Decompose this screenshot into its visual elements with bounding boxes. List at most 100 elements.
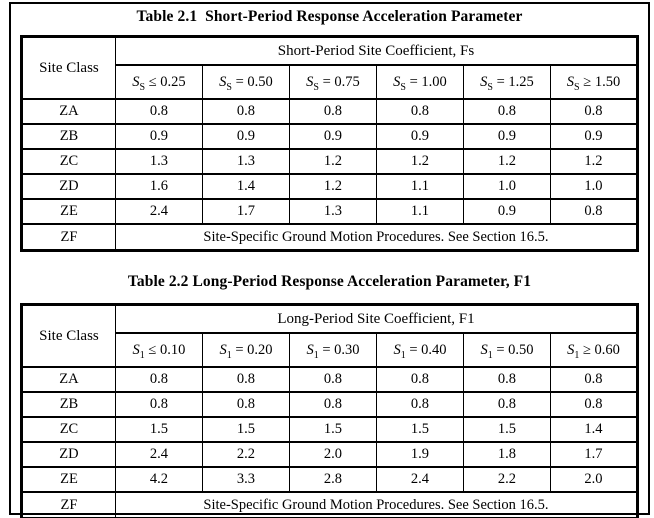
spectral-subscript: 1 (400, 349, 406, 361)
site-class-cell: ZF (20, 223, 116, 252)
coefficient-value-cell: 0.8 (462, 366, 551, 393)
table-2-1-block: Table 2.1 Short-Period Response Accelera… (11, 8, 648, 252)
coefficient-value-cell: 1.3 (201, 148, 290, 175)
coefficient-value-cell: 1.5 (462, 416, 551, 443)
spectral-subscript: S (313, 81, 319, 93)
spectral-symbol: S (566, 73, 575, 90)
site-specific-note-cell: Site-Specific Ground Motion Procedures. … (114, 223, 639, 252)
spectral-subscript: S (139, 81, 146, 93)
coefficient-value-cell: 0.8 (288, 98, 377, 125)
threshold-header: S1 = 0.40 (375, 332, 464, 368)
relation-operator: = (322, 73, 331, 90)
threshold-value: 0.75 (334, 73, 360, 90)
coefficient-value-cell: 0.8 (288, 391, 377, 418)
site-class-cell: ZF (20, 491, 116, 518)
site-class-cell: ZD (20, 441, 116, 468)
coefficient-value-cell: 1.1 (375, 173, 464, 200)
coefficient-value-cell: 2.0 (549, 466, 639, 493)
threshold-header: S1 ≥ 0.60 (549, 332, 639, 368)
coefficient-value-cell: 0.9 (375, 123, 464, 150)
table-row: ZC 1.3 1.3 1.2 1.2 1.2 1.2 (20, 148, 639, 175)
table-row-zf: ZF Site-Specific Ground Motion Procedures… (20, 223, 639, 252)
coefficient-value-cell: 0.9 (114, 123, 203, 150)
spectral-subscript: 1 (487, 349, 493, 361)
coefficient-value-cell: 1.4 (201, 173, 290, 200)
coefficient-value-cell: 2.4 (114, 198, 203, 225)
coefficient-value-cell: 1.7 (201, 198, 290, 225)
coefficient-value-cell: 0.8 (549, 366, 639, 393)
coefficient-value-cell: 1.5 (201, 416, 290, 443)
coefficient-value-cell: 0.8 (201, 391, 290, 418)
relation-operator: = (409, 341, 418, 358)
spectral-subscript: S (400, 81, 406, 93)
coefficient-value-cell: 1.0 (549, 173, 639, 200)
coefficient-group-header: Short-Period Site Coefficient, Fs (114, 35, 639, 66)
table-row: ZB 0.8 0.8 0.8 0.8 0.8 0.8 (20, 391, 639, 418)
table-row: ZB 0.9 0.9 0.9 0.9 0.9 0.9 (20, 123, 639, 150)
table-row: ZD 2.4 2.2 2.0 1.9 1.8 1.7 (20, 441, 639, 468)
spectral-subscript: S (487, 81, 493, 93)
header-row-thresholds: SS ≤ 0.25 SS = 0.50 SS = 0.75 SS = 1.00 SS =… (21, 64, 639, 100)
spectral-subscript: S (226, 81, 232, 93)
coefficient-value-cell: 2.0 (288, 441, 377, 468)
threshold-value: 0.20 (247, 341, 273, 358)
coefficient-value-cell: 0.9 (288, 123, 377, 150)
page-border-frame: Table 2.1 Short-Period Response Accelera… (9, 2, 650, 518)
table-2-2-long-period: Site Class Long-Period Site Coefficient, … (19, 303, 640, 518)
threshold-value: 0.50 (247, 73, 273, 90)
threshold-header: S1 = 0.20 (201, 332, 290, 368)
threshold-value: 0.60 (594, 341, 620, 358)
coefficient-value-cell: 0.9 (549, 123, 639, 150)
spectral-symbol: S (393, 341, 401, 358)
relation-operator: = (235, 341, 244, 358)
relation-operator: = (322, 341, 331, 358)
coefficient-value-cell: 0.8 (549, 198, 639, 225)
spectral-subscript: 1 (574, 349, 580, 361)
table-2-2-title: Table 2.2 Long-Period Response Accelerat… (127, 273, 532, 290)
header-row-thresholds: S1 ≤ 0.10 S1 = 0.20 S1 = 0.30 S1 = 0.40 S1 =… (21, 332, 639, 368)
coefficient-value-cell: 1.5 (375, 416, 464, 443)
coefficient-value-cell: 1.5 (288, 416, 377, 443)
spectral-symbol: S (480, 341, 488, 358)
coefficient-value-cell: 1.7 (549, 441, 639, 468)
coefficient-value-cell: 2.4 (114, 441, 203, 468)
coefficient-value-cell: 1.5 (114, 416, 203, 443)
coefficient-value-cell: 1.6 (114, 173, 203, 200)
coefficient-value-cell: 0.8 (462, 98, 551, 125)
site-class-cell: ZB (20, 391, 116, 418)
site-class-cell: ZE (20, 466, 116, 493)
spectral-subscript: 1 (313, 349, 319, 361)
header-row-group: Site Class Long-Period Site Coefficient, … (20, 303, 639, 368)
spectral-subscript: 1 (226, 349, 232, 361)
threshold-header: SS = 1.00 (375, 64, 464, 100)
coefficient-value-cell: 0.8 (201, 366, 290, 393)
table-row: ZC 1.5 1.5 1.5 1.5 1.5 1.4 (20, 416, 639, 443)
coefficient-value-cell: 0.8 (114, 98, 203, 125)
coefficient-value-cell: 1.0 (462, 173, 551, 200)
spectral-symbol: S (567, 341, 575, 358)
site-class-cell: ZC (20, 416, 116, 443)
spectral-symbol: S (219, 73, 227, 90)
table-row: ZE 2.4 1.7 1.3 1.1 0.9 0.8 (20, 198, 639, 225)
site-class-header: Site Class (20, 303, 116, 368)
coefficient-value-cell: 1.1 (375, 198, 464, 225)
spectral-symbol: S (132, 73, 140, 90)
threshold-value: 0.40 (421, 341, 447, 358)
coefficient-value-cell: 0.8 (114, 366, 203, 393)
table-row: ZA 0.8 0.8 0.8 0.8 0.8 0.8 (20, 366, 639, 393)
site-class-cell: ZA (20, 98, 116, 125)
spectral-symbol: S (219, 341, 227, 358)
coefficient-group-header: Long-Period Site Coefficient, F1 (114, 303, 639, 334)
threshold-header: S1 = 0.30 (288, 332, 377, 368)
threshold-header: SS = 0.50 (201, 64, 290, 100)
site-class-cell: ZD (20, 173, 116, 200)
spectral-symbol: S (306, 73, 314, 90)
site-class-cell: ZE (20, 198, 116, 225)
coefficient-value-cell: 2.8 (288, 466, 377, 493)
site-class-cell: ZA (20, 366, 116, 393)
table-row: ZA 0.8 0.8 0.8 0.8 0.8 0.8 (20, 98, 639, 125)
coefficient-value-cell: 1.8 (462, 441, 551, 468)
coefficient-value-cell: 2.2 (201, 441, 290, 468)
coefficient-value-cell: 0.8 (462, 391, 551, 418)
threshold-header: SS = 1.25 (462, 64, 551, 100)
